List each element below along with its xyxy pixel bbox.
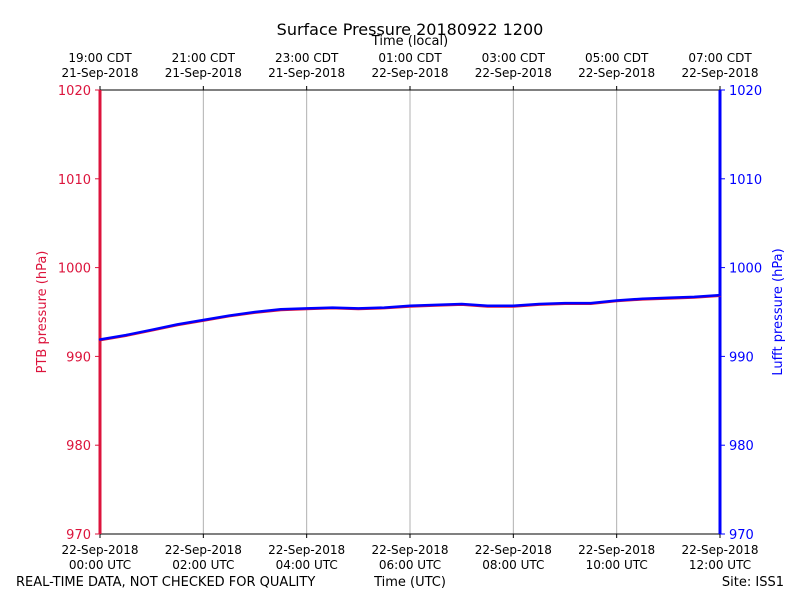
y-tick-label-right: 980 bbox=[729, 439, 754, 454]
site-label: Site: ISS1 bbox=[721, 575, 784, 590]
x-tick-label-top-date: 22-Sep-2018 bbox=[681, 66, 758, 80]
x-tick-label-bottom-time: 10:00 UTC bbox=[586, 558, 648, 572]
lufft-pressure-line bbox=[98, 293, 722, 341]
bottom-x-axis-label: Time (UTC) bbox=[374, 575, 446, 590]
y-tick-label-left: 1010 bbox=[58, 173, 91, 188]
y-tick-label-right: 1020 bbox=[729, 84, 762, 99]
x-tick-label-top-date: 21-Sep-2018 bbox=[165, 66, 242, 80]
y-tick-label-left: 980 bbox=[66, 439, 91, 454]
left-y-axis-title: PTB pressure (hPa) bbox=[35, 251, 50, 374]
y-tick-label-right: 1000 bbox=[729, 262, 762, 277]
y-tick-label-left: 1000 bbox=[58, 262, 91, 277]
x-tick-label-bottom-date: 22-Sep-2018 bbox=[578, 543, 655, 557]
top-x-axis-label: Time (local) bbox=[371, 34, 449, 49]
x-tick-label-top-date: 21-Sep-2018 bbox=[61, 66, 138, 80]
x-tick-label-bottom-time: 12:00 UTC bbox=[689, 558, 751, 572]
chart-title: Surface Pressure 20180922 1200 bbox=[276, 20, 544, 39]
y-tick-label-left: 990 bbox=[66, 350, 91, 365]
x-tick-label-top-time: 21:00 CDT bbox=[172, 51, 236, 65]
x-tick-label-top-time: 01:00 CDT bbox=[378, 51, 442, 65]
x-tick-label-top-date: 22-Sep-2018 bbox=[475, 66, 552, 80]
x-tick-label-top-date: 22-Sep-2018 bbox=[371, 66, 448, 80]
x-tick-label-bottom-time: 08:00 UTC bbox=[482, 558, 544, 572]
x-tick-label-top-time: 19:00 CDT bbox=[68, 51, 132, 65]
x-tick-label-bottom-date: 22-Sep-2018 bbox=[371, 543, 448, 557]
y-tick-label-left: 1020 bbox=[58, 84, 91, 99]
quality-note: REAL-TIME DATA, NOT CHECKED FOR QUALITY bbox=[16, 575, 316, 590]
x-tick-label-bottom-date: 22-Sep-2018 bbox=[268, 543, 345, 557]
y-tick-label-right: 1010 bbox=[729, 173, 762, 188]
x-tick-label-bottom-time: 02:00 UTC bbox=[172, 558, 234, 572]
x-tick-label-top-time: 23:00 CDT bbox=[275, 51, 339, 65]
x-tick-label-bottom-time: 06:00 UTC bbox=[379, 558, 441, 572]
x-tick-label-bottom-time: 04:00 UTC bbox=[276, 558, 338, 572]
x-tick-label-bottom-date: 22-Sep-2018 bbox=[165, 543, 242, 557]
x-tick-label-bottom-date: 22-Sep-2018 bbox=[61, 543, 138, 557]
y-tick-label-left: 970 bbox=[66, 528, 91, 543]
x-tick-label-top-date: 21-Sep-2018 bbox=[268, 66, 345, 80]
y-tick-label-right: 970 bbox=[729, 528, 754, 543]
x-tick-label-bottom-time: 00:00 UTC bbox=[69, 558, 131, 572]
x-tick-label-top-time: 07:00 CDT bbox=[688, 51, 752, 65]
right-y-axis-title: Lufft pressure (hPa) bbox=[771, 248, 786, 375]
x-tick-label-top-date: 22-Sep-2018 bbox=[578, 66, 655, 80]
x-tick-label-top-time: 05:00 CDT bbox=[585, 51, 649, 65]
x-tick-label-top-time: 03:00 CDT bbox=[482, 51, 546, 65]
x-tick-label-bottom-date: 22-Sep-2018 bbox=[681, 543, 758, 557]
y-tick-label-right: 990 bbox=[729, 350, 754, 365]
x-tick-label-bottom-date: 22-Sep-2018 bbox=[475, 543, 552, 557]
